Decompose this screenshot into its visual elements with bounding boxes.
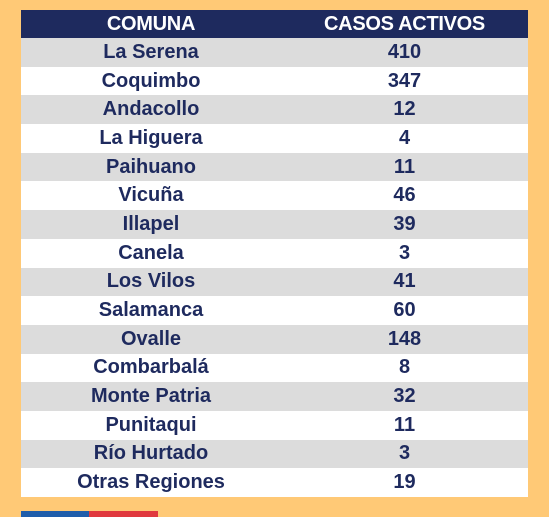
casos-activos-cell: 11 bbox=[393, 155, 416, 178]
comuna-cell: Los Vilos bbox=[106, 270, 196, 293]
comuna-cell: Combarbalá bbox=[93, 356, 209, 379]
casos-activos-cell: 3 bbox=[398, 241, 411, 264]
comuna-cell: Canela bbox=[118, 241, 184, 264]
footer-red-segment bbox=[89, 511, 158, 517]
footer-blue-segment bbox=[21, 511, 89, 517]
footer-color-bar bbox=[21, 511, 158, 517]
comuna-cell: Salamanca bbox=[98, 299, 204, 322]
casos-activos-cell: 347 bbox=[387, 69, 422, 92]
table-row: Coquimbo 347 bbox=[21, 66, 528, 96]
table-row: Monte Patria 32 bbox=[21, 382, 528, 411]
table-row: Salamanca 60 bbox=[21, 296, 528, 325]
casos-activos-cell: 41 bbox=[393, 270, 416, 293]
comuna-cell: Río Hurtado bbox=[93, 442, 209, 465]
table-row: Ovalle 148 bbox=[21, 324, 528, 354]
table-header: COMUNA CASOS ACTIVOS bbox=[21, 10, 528, 38]
casos-activos-cell: 4 bbox=[398, 126, 411, 149]
casos-activos-cell: 11 bbox=[393, 413, 416, 436]
comuna-cell: Monte Patria bbox=[90, 385, 212, 408]
table-row: La Higuera 4 bbox=[21, 124, 528, 153]
column-header-casos-activos: CASOS ACTIVOS bbox=[324, 12, 485, 35]
table-row: Combarbalá 8 bbox=[21, 353, 528, 383]
casos-activos-cell: 12 bbox=[393, 98, 416, 121]
comuna-cell: Coquimbo bbox=[101, 69, 201, 92]
casos-activos-cell: 39 bbox=[393, 212, 416, 235]
casos-activos-cell: 8 bbox=[398, 356, 411, 379]
casos-activos-cell: 19 bbox=[393, 471, 416, 494]
comuna-cell: Andacollo bbox=[102, 98, 200, 121]
casos-activos-cell: 46 bbox=[393, 184, 416, 207]
comuna-cell: Punitaqui bbox=[105, 413, 197, 436]
column-header-comuna: COMUNA bbox=[106, 12, 196, 35]
table-row: Los Vilos 41 bbox=[21, 267, 528, 297]
table-body: La Serena 410 Coquimbo 347 Andacollo 12 La Hig… bbox=[21, 38, 528, 497]
comuna-cell: Ovalle bbox=[120, 327, 182, 350]
table-row: Punitaqui 11 bbox=[21, 410, 528, 440]
comuna-cell: Vicuña bbox=[118, 184, 184, 207]
table-row: La Serena 410 bbox=[21, 38, 528, 67]
table-row: Paihuano 11 bbox=[21, 152, 528, 182]
table-row: Río Hurtado 3 bbox=[21, 439, 528, 469]
comuna-cell: La Higuera bbox=[99, 126, 203, 149]
casos-activos-cell: 60 bbox=[393, 299, 416, 322]
comuna-cell: Illapel bbox=[122, 212, 180, 235]
comuna-cell: Paihuano bbox=[105, 155, 196, 178]
comuna-cell: Otras Regiones bbox=[77, 471, 225, 494]
cases-table: COMUNA CASOS ACTIVOS La Serena 410 Coquimb… bbox=[21, 10, 528, 497]
casos-activos-cell: 3 bbox=[398, 442, 411, 465]
casos-activos-cell: 148 bbox=[387, 327, 422, 350]
casos-activos-cell: 32 bbox=[393, 385, 416, 408]
table-row: Illapel 39 bbox=[21, 210, 528, 239]
table-row: Canela 3 bbox=[21, 238, 528, 268]
comuna-cell: La Serena bbox=[103, 40, 199, 63]
casos-activos-cell: 410 bbox=[387, 40, 422, 63]
table-row: Otras Regiones 19 bbox=[21, 468, 528, 497]
table-row: Andacollo 12 bbox=[21, 95, 528, 125]
table-row: Vicuña 46 bbox=[21, 181, 528, 211]
